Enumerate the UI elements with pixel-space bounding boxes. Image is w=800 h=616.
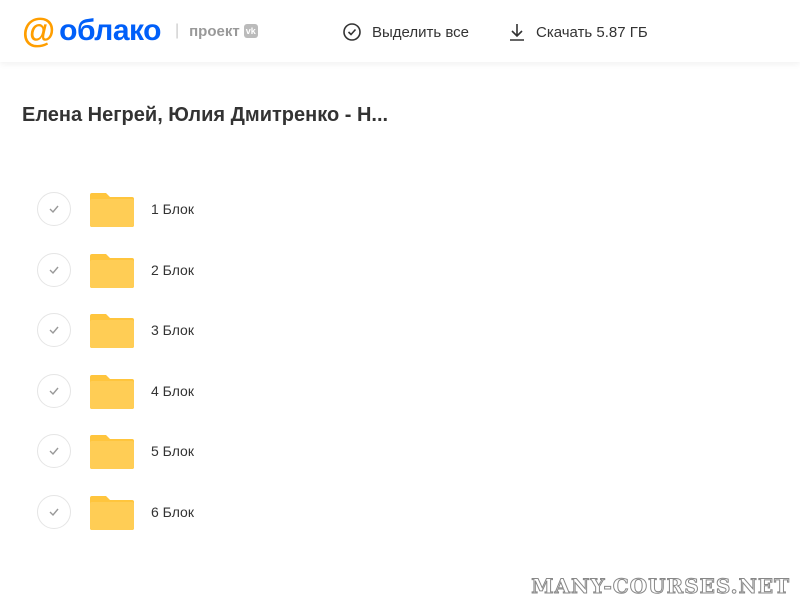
folder-item[interactable]: 1 Блок xyxy=(37,179,194,240)
select-all-button[interactable]: Выделить все xyxy=(342,22,469,42)
folder-icon xyxy=(90,495,134,530)
folder-name: 4 Блок xyxy=(151,382,194,399)
at-logo-icon: @ xyxy=(22,12,56,50)
folder-item[interactable]: 6 Блок xyxy=(37,482,194,543)
select-checkbox[interactable] xyxy=(37,434,71,469)
folder-list: 1 Блок 2 Блок 3 Блок 4 Блок 5 Блок 6 Бло… xyxy=(37,179,194,542)
folder-name: 2 Блок xyxy=(151,261,194,278)
download-button[interactable]: Скачать 5.87 ГБ xyxy=(508,22,648,42)
select-checkbox[interactable] xyxy=(37,252,71,287)
check-icon xyxy=(49,508,59,516)
select-checkbox[interactable] xyxy=(37,373,71,408)
check-icon xyxy=(49,205,59,214)
watermark: MANY-COURSES.NET xyxy=(531,574,790,599)
folder-item[interactable]: 4 Блок xyxy=(37,361,194,422)
vk-icon: vk xyxy=(243,24,258,38)
folder-name: 5 Блок xyxy=(151,443,194,460)
download-icon xyxy=(510,24,524,41)
folder-name: 3 Блок xyxy=(151,322,194,339)
page-title: Елена Негрей, Юлия Дмитренко - Н... xyxy=(22,104,389,126)
logo[interactable]: @ облако | проект vk xyxy=(22,14,258,48)
download-label: Скачать 5.87 ГБ xyxy=(536,23,648,41)
check-icon xyxy=(49,326,59,335)
select-checkbox[interactable] xyxy=(37,494,71,529)
select-checkbox[interactable] xyxy=(37,192,71,227)
brand-name: облако xyxy=(59,14,161,47)
folder-item[interactable]: 3 Блок xyxy=(37,300,194,361)
select-checkbox[interactable] xyxy=(37,313,71,348)
check-icon xyxy=(49,266,59,274)
separator: | xyxy=(174,22,180,39)
check-circle-icon xyxy=(343,23,361,41)
select-all-label: Выделить все xyxy=(372,23,470,41)
check-icon xyxy=(49,447,59,456)
project-label: проект xyxy=(189,22,240,40)
folder-name: 1 Блок xyxy=(151,201,194,218)
folder-icon xyxy=(90,435,134,470)
folder-name: 6 Блок xyxy=(151,503,194,520)
folder-icon xyxy=(90,193,134,228)
folder-icon xyxy=(90,374,134,409)
header: @ облако | проект vk Выделить все Скачат… xyxy=(0,0,800,62)
check-icon xyxy=(49,387,59,395)
folder-item[interactable]: 2 Блок xyxy=(37,240,194,301)
folder-item[interactable]: 5 Блок xyxy=(37,421,194,482)
folder-icon xyxy=(90,253,134,288)
folder-icon xyxy=(90,314,134,349)
